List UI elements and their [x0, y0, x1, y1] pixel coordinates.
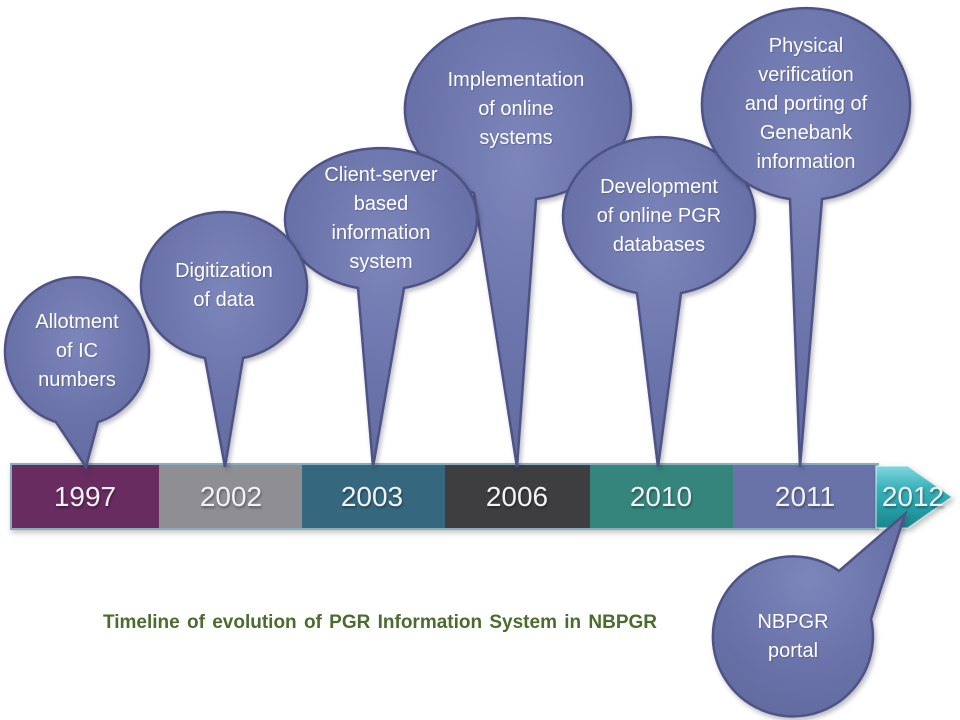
year-label-2012: 2012: [881, 481, 945, 512]
slide-caption: Timeline of evolution of PGR Information…: [103, 612, 658, 633]
timeline-segment-2006: [445, 465, 590, 528]
balloon-label-client-server: Client-server based information system: [324, 164, 438, 273]
balloon-label-implementation: Implementation of online systems: [447, 69, 585, 149]
year-label-2002: 2002: [199, 481, 263, 512]
balloon-label-allotment: Allotment of IC numbers: [35, 311, 119, 391]
balloon-label-digitization: Digitization of data: [175, 260, 273, 311]
year-label-2010: 2010: [629, 481, 693, 512]
timeline-segment-2010: [590, 465, 733, 528]
balloon-label-nbpgr-portal: NBPGR portal: [757, 611, 829, 662]
balloon-label-development: Development of online PGR databases: [596, 176, 722, 256]
year-label-2011: 2011: [774, 481, 836, 512]
timeline-segment-2002: [159, 465, 302, 528]
timeline-bar: [10, 463, 879, 530]
year-label-2003: 2003: [340, 481, 404, 512]
timeline-segment-1997: [12, 465, 159, 528]
balloon-shape-digitization: [139, 210, 309, 468]
year-label-1997: 1997: [53, 481, 117, 512]
timeline-segment-2003: [302, 465, 445, 528]
year-label-2006: 2006: [485, 481, 549, 512]
balloon-label-physical-verification: Physical verification and porting of Gen…: [744, 35, 868, 173]
